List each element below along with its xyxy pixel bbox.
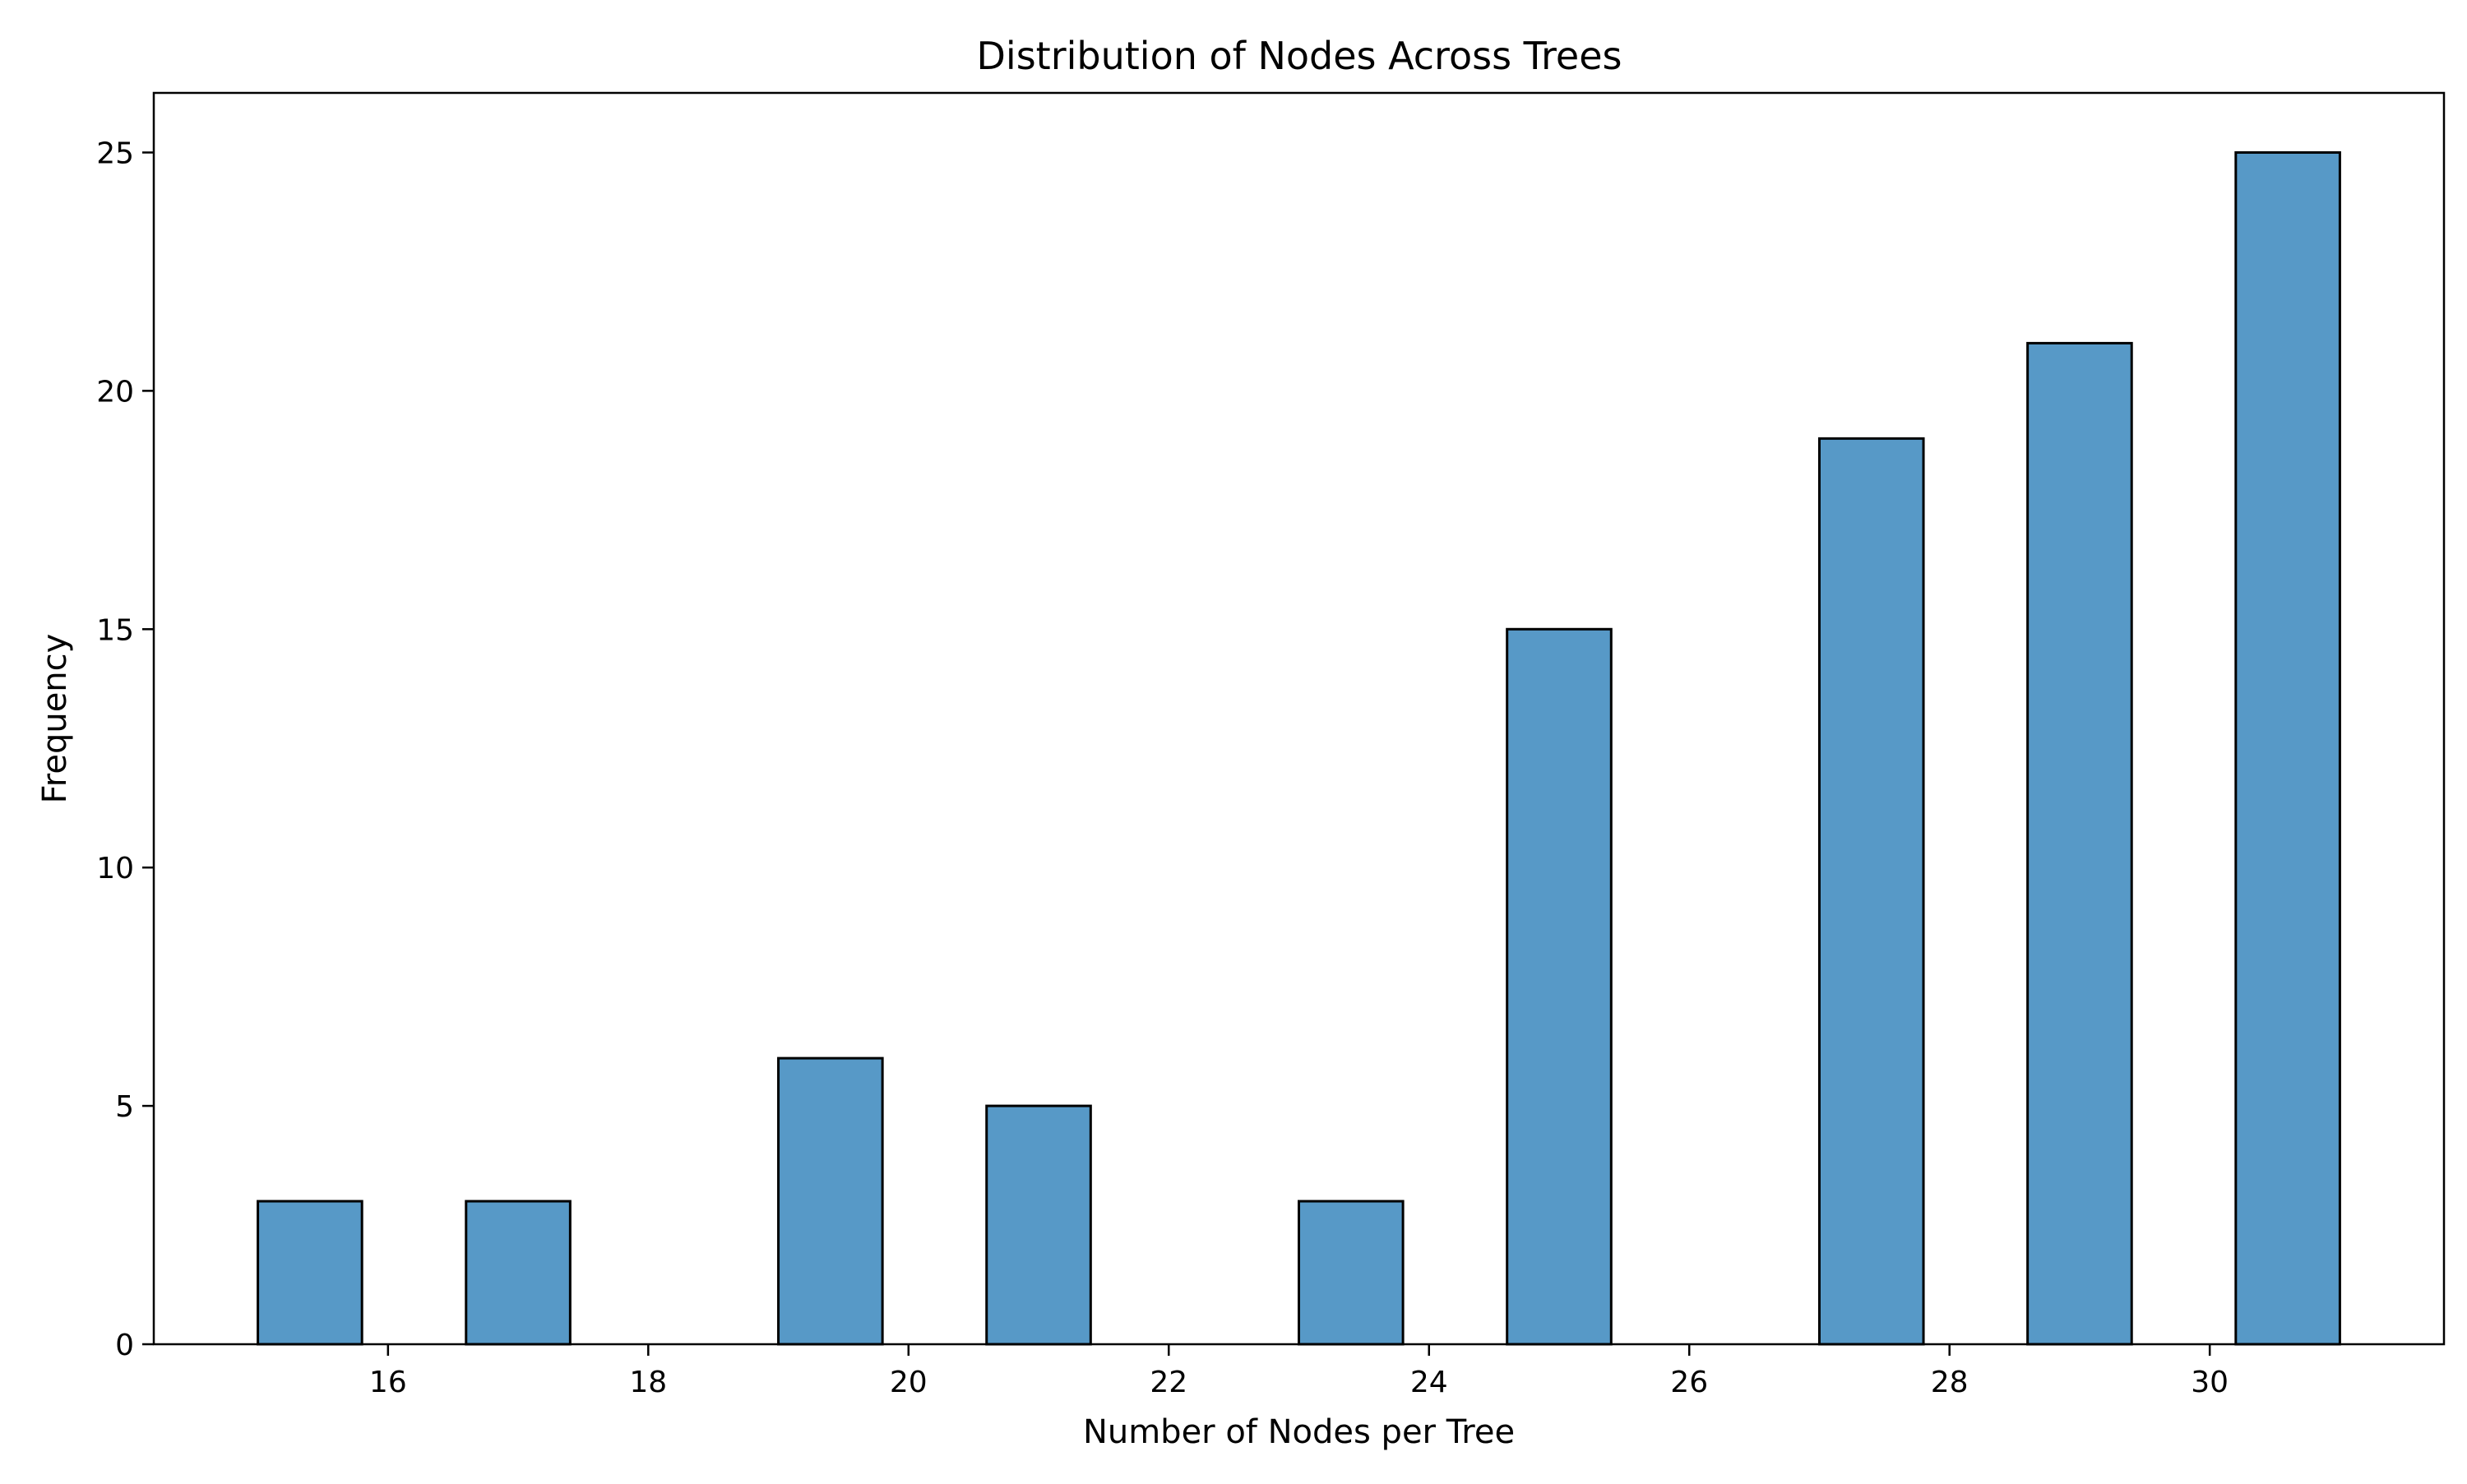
chart-title: Distribution of Nodes Across Trees (977, 34, 1622, 78)
bar-0 (257, 1200, 363, 1346)
y-tick-label-0: 0 (115, 1329, 134, 1362)
y-axis-ticks: 0 5 10 15 20 25 (96, 136, 154, 1362)
x-tick-label-2: 20 (890, 1366, 928, 1399)
x-tick-label-3: 22 (1150, 1366, 1187, 1399)
y-tick-label-3: 15 (96, 613, 134, 647)
bar-12 (1506, 627, 1613, 1346)
y-axis-label: Frequency (36, 634, 74, 804)
plot-frame (152, 91, 2446, 1346)
x-tick-label-0: 16 (369, 1366, 407, 1399)
bar-7 (985, 1104, 1092, 1346)
y-tick-label-4: 20 (96, 375, 134, 409)
bar-17 (2026, 341, 2133, 1346)
bar-2 (465, 1200, 572, 1346)
y-tick-label-5: 25 (96, 136, 134, 170)
bars-group (257, 150, 2341, 1346)
bar-15 (1817, 437, 1925, 1346)
x-tick-label-5: 26 (1670, 1366, 1708, 1399)
x-axis-label: Number of Nodes per Tree (1083, 1413, 1515, 1451)
x-tick-label-6: 28 (1931, 1366, 1969, 1399)
y-tick-label-2: 10 (96, 852, 134, 885)
x-axis-ticks: 16 18 20 22 24 26 28 30 (369, 1344, 2229, 1399)
bar-10 (1298, 1200, 1405, 1346)
bar-5 (777, 1056, 884, 1346)
bar-19 (2234, 150, 2341, 1346)
x-tick-label-7: 30 (2191, 1366, 2229, 1399)
x-tick-label-4: 24 (1410, 1366, 1448, 1399)
x-tick-label-1: 18 (629, 1366, 667, 1399)
y-tick-label-1: 5 (115, 1090, 134, 1124)
